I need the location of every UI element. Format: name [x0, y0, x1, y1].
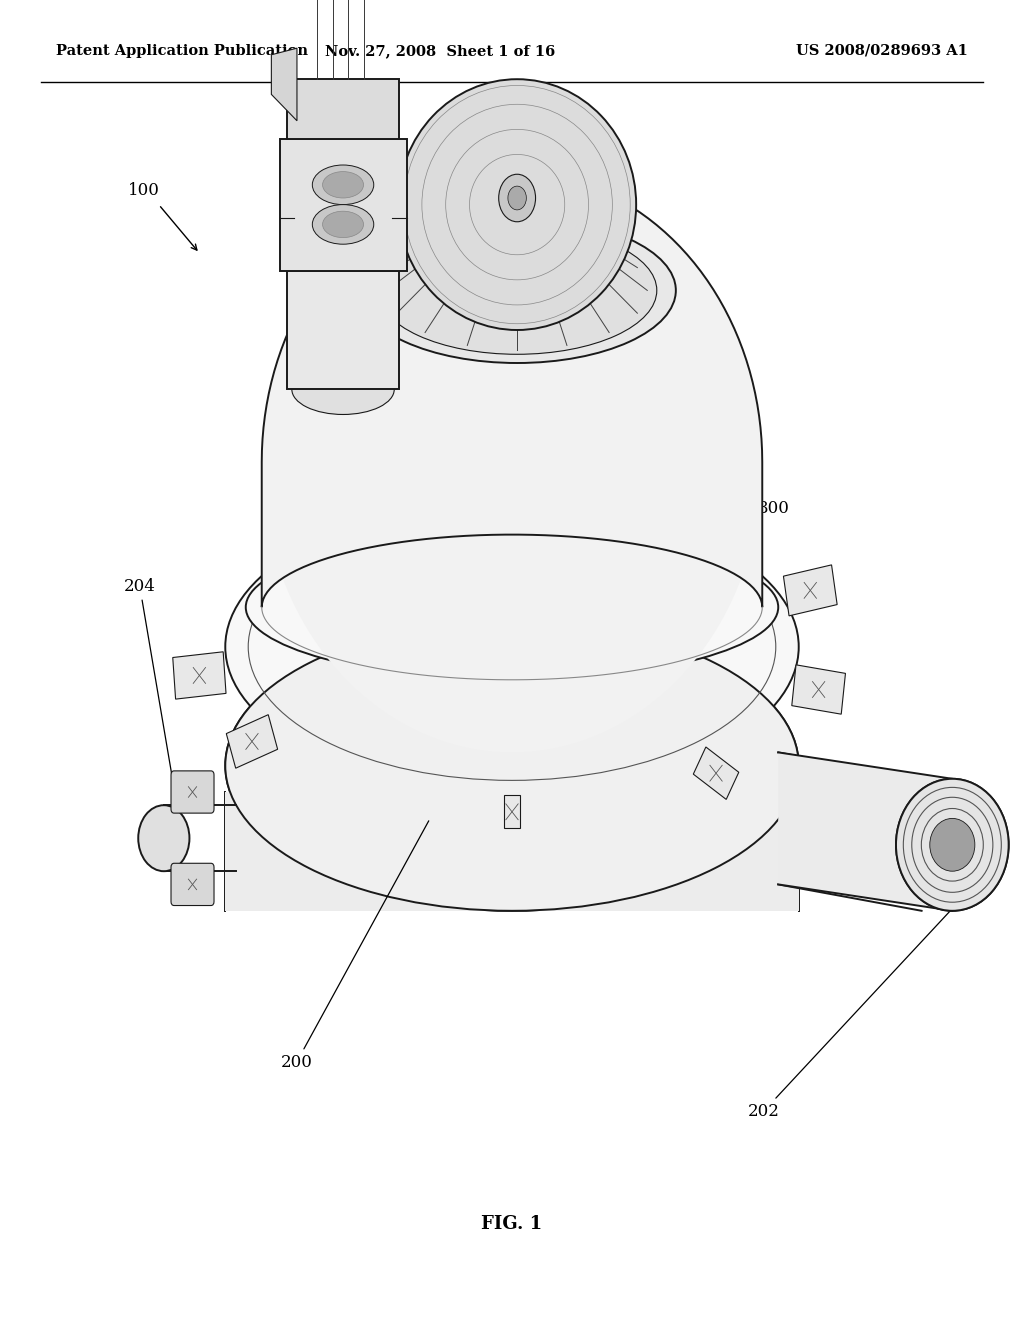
Text: 400: 400	[381, 207, 498, 325]
Ellipse shape	[323, 211, 364, 238]
Polygon shape	[792, 665, 846, 714]
Text: 200: 200	[281, 821, 429, 1071]
Text: 300: 300	[739, 490, 790, 516]
Text: Patent Application Publication: Patent Application Publication	[56, 44, 308, 58]
Ellipse shape	[312, 165, 374, 205]
Ellipse shape	[225, 502, 799, 792]
Ellipse shape	[398, 79, 636, 330]
Text: 204: 204	[124, 578, 179, 816]
Polygon shape	[271, 49, 297, 121]
Circle shape	[499, 174, 536, 222]
Polygon shape	[693, 747, 738, 800]
Polygon shape	[783, 565, 838, 616]
Ellipse shape	[292, 364, 394, 414]
FancyBboxPatch shape	[171, 771, 214, 813]
Ellipse shape	[225, 620, 799, 911]
Polygon shape	[173, 652, 226, 700]
Polygon shape	[226, 714, 278, 768]
Ellipse shape	[312, 205, 374, 244]
Polygon shape	[287, 79, 399, 139]
Polygon shape	[287, 271, 399, 389]
Ellipse shape	[323, 172, 364, 198]
Ellipse shape	[262, 172, 762, 752]
Text: Nov. 27, 2008  Sheet 1 of 16: Nov. 27, 2008 Sheet 1 of 16	[326, 44, 555, 58]
Ellipse shape	[246, 535, 778, 680]
Ellipse shape	[378, 227, 656, 354]
Text: US 2008/0289693 A1: US 2008/0289693 A1	[796, 44, 968, 58]
Text: FIG. 1: FIG. 1	[481, 1214, 543, 1233]
Text: 500: 500	[568, 234, 600, 430]
Ellipse shape	[930, 818, 975, 871]
Ellipse shape	[358, 218, 676, 363]
Ellipse shape	[896, 779, 1009, 911]
Polygon shape	[262, 172, 762, 607]
Ellipse shape	[896, 779, 1009, 911]
Ellipse shape	[138, 805, 189, 871]
Text: 202: 202	[748, 900, 961, 1119]
Polygon shape	[778, 752, 952, 911]
Ellipse shape	[929, 817, 976, 873]
Ellipse shape	[225, 620, 799, 911]
Polygon shape	[280, 139, 407, 271]
Text: 100: 100	[128, 182, 160, 198]
Circle shape	[508, 186, 526, 210]
Polygon shape	[504, 795, 520, 829]
Polygon shape	[225, 792, 799, 911]
FancyBboxPatch shape	[171, 863, 214, 906]
